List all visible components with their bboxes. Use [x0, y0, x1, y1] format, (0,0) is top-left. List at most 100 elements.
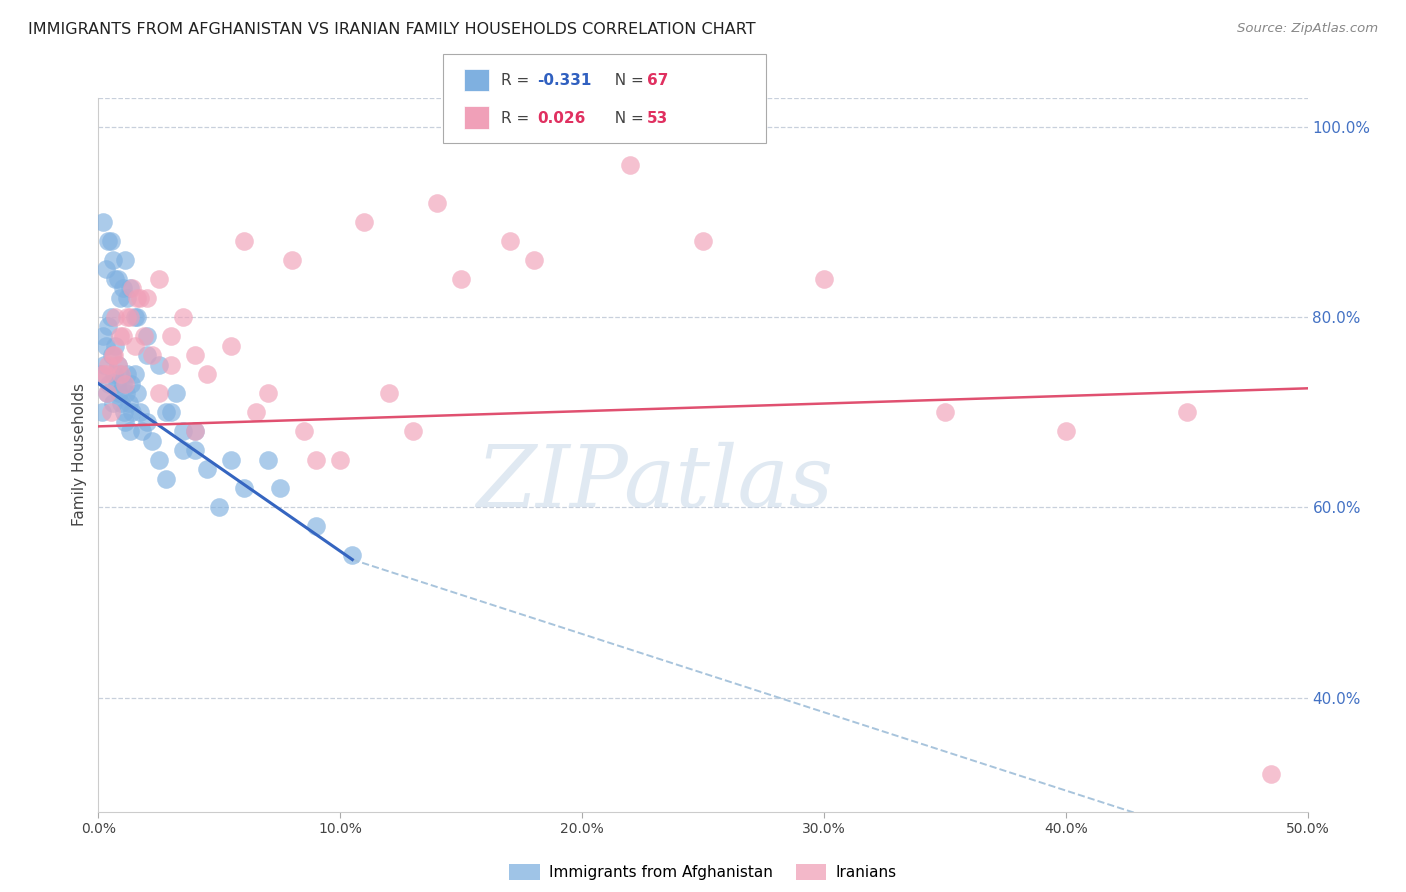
Point: [107, 272, 129, 286]
Point: [111, 281, 134, 295]
Point: [118, 281, 141, 295]
Point: [160, 358, 183, 372]
Point: [110, 367, 132, 381]
Point: [128, 405, 150, 419]
Text: Source: ZipAtlas.com: Source: ZipAtlas.com: [1237, 22, 1378, 36]
Point: [114, 415, 136, 429]
Point: [195, 367, 218, 381]
Point: [124, 310, 146, 324]
Point: [108, 386, 131, 401]
Point: [104, 310, 127, 324]
Point: [107, 358, 129, 372]
Point: [184, 443, 207, 458]
Point: [97, 358, 120, 372]
Text: 53: 53: [647, 111, 668, 126]
Point: [101, 395, 124, 409]
Point: [450, 272, 472, 286]
Text: R =: R =: [501, 73, 534, 88]
Point: [131, 424, 153, 438]
Point: [256, 452, 278, 467]
Point: [124, 367, 146, 381]
Point: [155, 405, 177, 419]
Point: [160, 405, 183, 419]
Point: [124, 338, 146, 352]
Point: [94, 262, 117, 277]
Point: [101, 252, 124, 267]
Legend: Immigrants from Afghanistan, Iranians: Immigrants from Afghanistan, Iranians: [503, 858, 903, 886]
Point: [111, 329, 134, 343]
Point: [305, 519, 328, 533]
Text: 0.026: 0.026: [537, 111, 585, 126]
Text: N =: N =: [605, 111, 648, 126]
Point: [96, 386, 118, 401]
Point: [426, 195, 449, 210]
Point: [108, 367, 131, 381]
Point: [98, 376, 121, 391]
Point: [135, 329, 157, 343]
Point: [134, 329, 156, 343]
Point: [94, 338, 117, 352]
Point: [281, 252, 304, 267]
Point: [292, 424, 315, 438]
Point: [342, 548, 364, 562]
Point: [108, 329, 131, 343]
Point: [353, 215, 375, 229]
Point: [127, 386, 149, 401]
Point: [114, 376, 136, 391]
Point: [101, 348, 124, 362]
Point: [184, 424, 207, 438]
Point: [105, 376, 128, 391]
Text: IMMIGRANTS FROM AFGHANISTAN VS IRANIAN FAMILY HOUSEHOLDS CORRELATION CHART: IMMIGRANTS FROM AFGHANISTAN VS IRANIAN F…: [28, 22, 756, 37]
Point: [1260, 766, 1282, 780]
Point: [172, 310, 194, 324]
Point: [103, 348, 125, 362]
Point: [117, 367, 139, 381]
Point: [108, 291, 131, 305]
Point: [127, 291, 149, 305]
Text: N =: N =: [605, 73, 648, 88]
Point: [523, 252, 546, 267]
Point: [148, 272, 170, 286]
Point: [117, 291, 139, 305]
Point: [93, 358, 115, 372]
Point: [232, 481, 254, 495]
Point: [100, 234, 122, 248]
Point: [135, 291, 157, 305]
Point: [498, 234, 520, 248]
Point: [97, 234, 120, 248]
Point: [121, 405, 143, 419]
Point: [195, 462, 218, 476]
Point: [104, 338, 127, 352]
Point: [94, 367, 117, 381]
Point: [135, 415, 157, 429]
Point: [96, 386, 118, 401]
Point: [90, 367, 112, 381]
Point: [184, 424, 207, 438]
Point: [934, 405, 956, 419]
Point: [127, 310, 149, 324]
Point: [118, 395, 141, 409]
Point: [91, 329, 114, 343]
Point: [1175, 405, 1198, 419]
Text: R =: R =: [501, 111, 534, 126]
Point: [208, 500, 231, 515]
Text: 67: 67: [647, 73, 668, 88]
Point: [141, 434, 163, 448]
Point: [118, 310, 141, 324]
Point: [118, 424, 141, 438]
Point: [269, 481, 291, 495]
Point: [115, 386, 138, 401]
Point: [160, 329, 183, 343]
Point: [221, 452, 243, 467]
Point: [120, 376, 142, 391]
Point: [91, 215, 114, 229]
Point: [813, 272, 835, 286]
Point: [110, 395, 132, 409]
Point: [245, 405, 267, 419]
Point: [155, 472, 177, 486]
Point: [305, 452, 328, 467]
Point: [148, 358, 170, 372]
Point: [121, 281, 143, 295]
Point: [329, 452, 352, 467]
Point: [100, 310, 122, 324]
